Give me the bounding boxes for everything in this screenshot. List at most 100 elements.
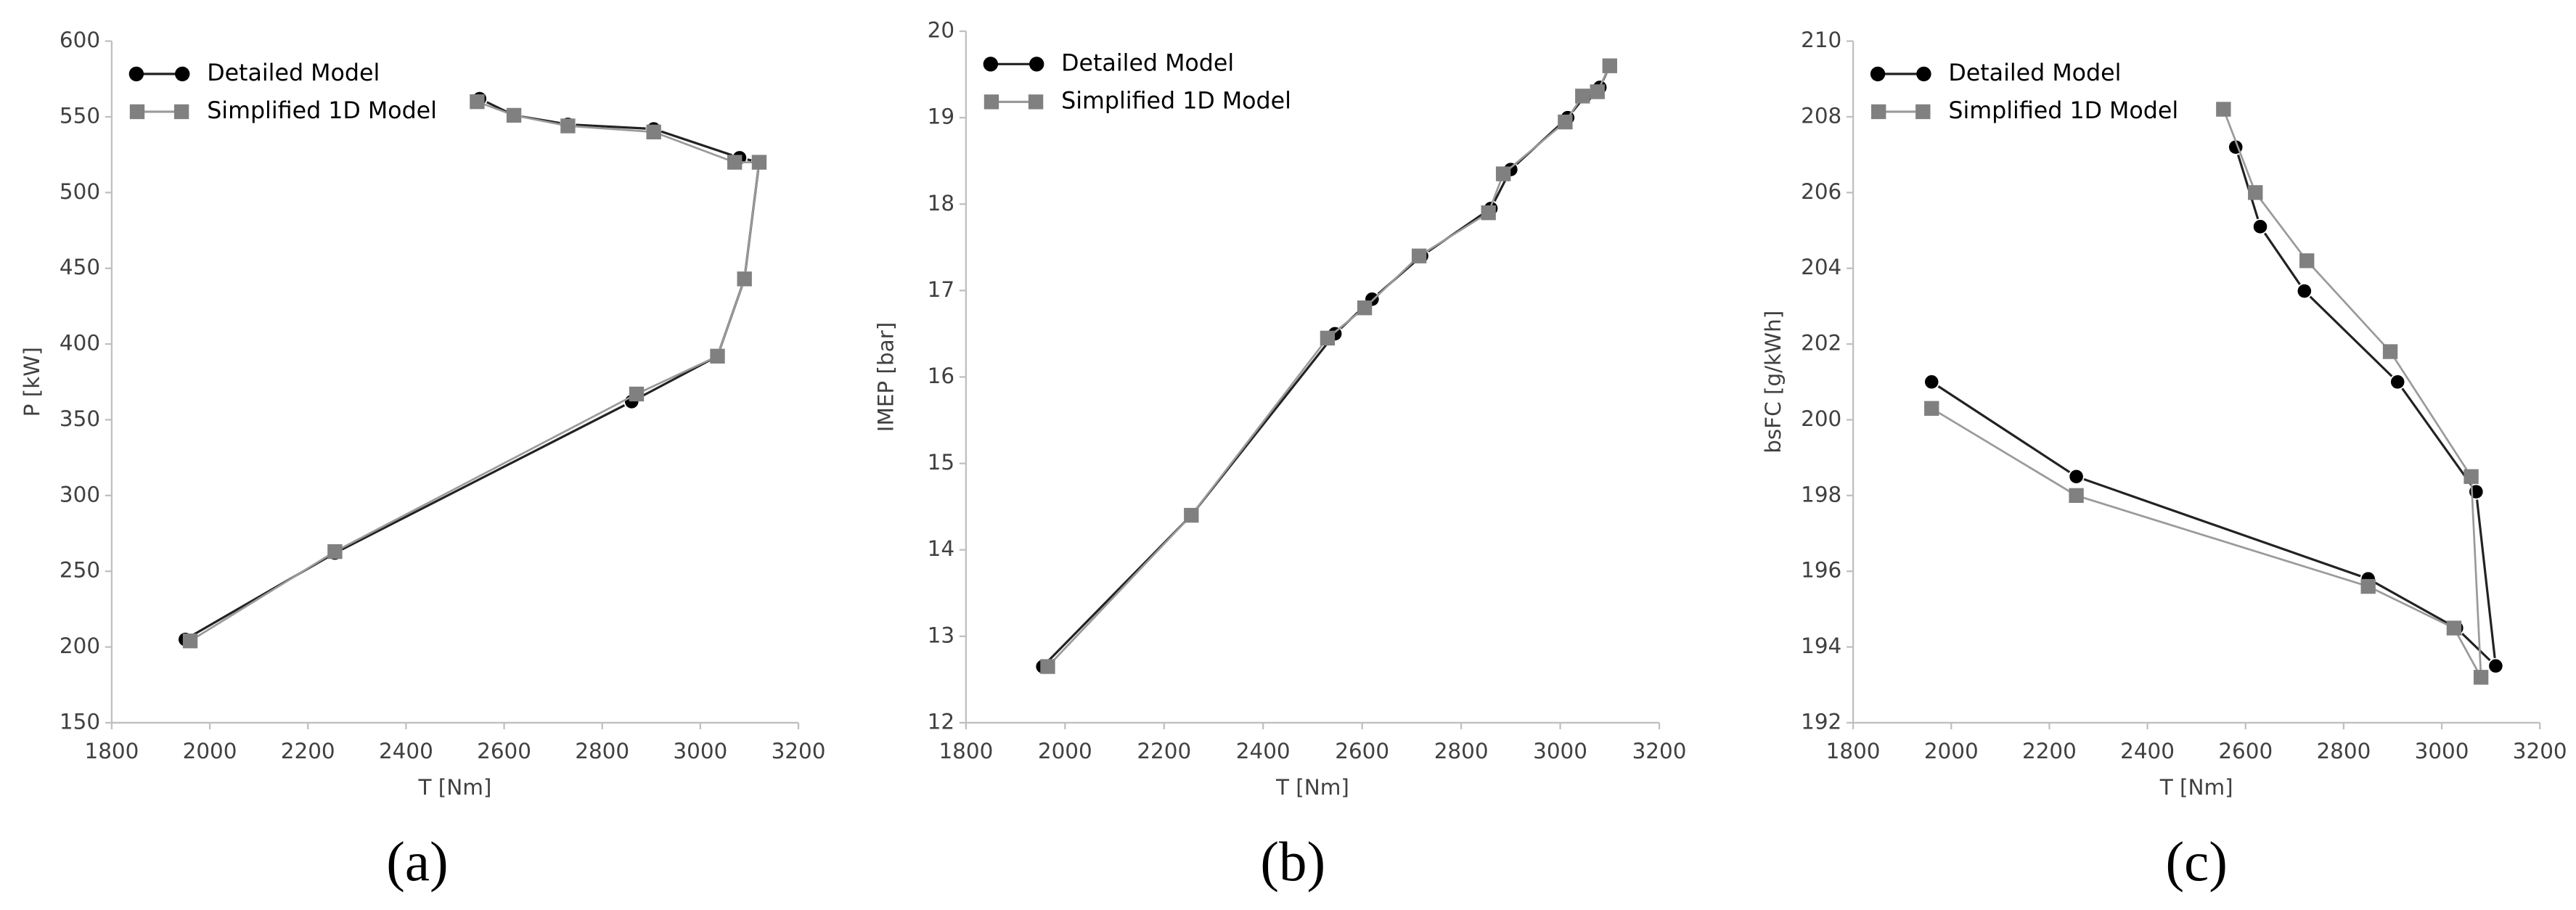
point — [2248, 185, 2263, 200]
point — [2296, 282, 2313, 300]
x-tick-label: 3200 — [1632, 739, 1687, 763]
x-tick-label: 1800 — [939, 739, 993, 763]
point — [2068, 468, 2085, 485]
x-tick-label: 3200 — [2513, 739, 2567, 763]
series-line — [1047, 65, 1611, 668]
legend-marker — [129, 104, 145, 120]
legend-marker — [173, 104, 189, 120]
y-tick-label: 202 — [1801, 331, 1841, 356]
x-tick-label: 2200 — [2022, 739, 2077, 763]
point — [751, 155, 767, 170]
point — [2389, 374, 2406, 390]
point — [2463, 469, 2479, 484]
series-line — [189, 100, 761, 642]
x-tick-label: 2200 — [281, 739, 335, 763]
y-tick-label: 15 — [928, 450, 954, 475]
legend-label: Detailed Model — [207, 60, 380, 86]
y-tick-label: 192 — [1801, 709, 1841, 734]
point — [2216, 102, 2231, 117]
point — [2473, 670, 2489, 685]
point — [1411, 248, 1427, 263]
point — [2360, 578, 2376, 594]
point — [1575, 89, 1590, 104]
x-tick-label: 2000 — [1924, 739, 1979, 763]
point — [506, 107, 522, 123]
y-tick-label: 250 — [60, 558, 100, 583]
point — [560, 118, 576, 134]
point — [1357, 300, 1373, 316]
point — [727, 155, 743, 170]
series-line — [184, 97, 761, 641]
point — [737, 271, 752, 287]
legend-marker — [1028, 94, 1044, 110]
y-tick-label: 208 — [1801, 103, 1841, 128]
point — [327, 544, 343, 559]
y-tick-label: 200 — [60, 634, 100, 658]
x-tick-label: 2400 — [1236, 739, 1291, 763]
point — [1495, 166, 1511, 181]
x-tick-label: 2800 — [2316, 739, 2371, 763]
y-tick-label: 300 — [60, 482, 100, 507]
legend-label: Detailed Model — [1061, 50, 1234, 76]
y-tick-label: 18 — [928, 191, 954, 216]
y-tick-label: 198 — [1801, 482, 1841, 507]
y-tick-label: 20 — [928, 18, 954, 43]
legend-marker — [1916, 66, 1931, 82]
x-tick-label: 1800 — [84, 739, 139, 763]
y-tick-label: 17 — [928, 277, 954, 302]
point — [1481, 205, 1496, 221]
x-tick-label: 2000 — [183, 739, 237, 763]
x-tick-label: 3000 — [673, 739, 727, 763]
y-tick-label: 550 — [60, 103, 100, 128]
y-tick-label: 19 — [928, 104, 954, 129]
x-tick-label: 3200 — [772, 739, 826, 763]
y-axis-label: IMEP [bar] — [874, 322, 899, 432]
point — [2382, 344, 2398, 359]
x-tick-label: 3000 — [2415, 739, 2469, 763]
legend-label: Simplified 1D Model — [1061, 88, 1291, 114]
panel-label: (c) — [2165, 830, 2227, 893]
y-tick-label: 194 — [1801, 634, 1841, 658]
legend-marker — [1871, 104, 1886, 120]
y-tick-label: 13 — [928, 623, 954, 647]
legend-label: Simplified 1D Model — [1948, 98, 2178, 124]
x-tick-label: 2400 — [379, 739, 433, 763]
x-tick-label: 2600 — [477, 739, 531, 763]
y-tick-label: 16 — [928, 364, 954, 388]
y-tick-label: 450 — [60, 255, 100, 279]
y-tick-label: 196 — [1801, 558, 1841, 583]
point — [710, 348, 725, 364]
legend-marker — [984, 94, 999, 110]
y-tick-label: 12 — [928, 709, 954, 734]
x-tick-label: 2600 — [1335, 739, 1389, 763]
x-axis-label: T [Nm] — [418, 775, 492, 800]
legend-marker — [983, 57, 999, 72]
y-tick-label: 500 — [60, 179, 100, 204]
panel-label: (a) — [386, 830, 448, 893]
point — [646, 124, 661, 140]
x-tick-label: 3000 — [1533, 739, 1587, 763]
x-tick-label: 2800 — [575, 739, 629, 763]
point — [470, 94, 485, 110]
series-line — [1931, 147, 2498, 669]
point — [2299, 253, 2315, 269]
series-line — [1931, 109, 2482, 678]
legend-label: Simplified 1D Model — [207, 98, 437, 124]
panel-label: (b) — [1260, 830, 1325, 893]
legend-marker — [1915, 104, 1931, 120]
point — [182, 634, 198, 649]
point — [629, 386, 645, 402]
x-axis-label: T [Nm] — [2159, 775, 2233, 800]
x-tick-label: 2000 — [1038, 739, 1092, 763]
legend-marker — [128, 66, 144, 82]
point — [2446, 620, 2462, 636]
y-tick-label: 400 — [60, 331, 100, 356]
point — [1590, 84, 1605, 99]
y-tick-label: 14 — [928, 536, 954, 561]
point — [1602, 58, 1617, 73]
legend-label: Detailed Model — [1948, 60, 2121, 86]
x-tick-label: 2400 — [2120, 739, 2175, 763]
point — [1320, 330, 1336, 346]
y-tick-label: 350 — [60, 406, 100, 431]
